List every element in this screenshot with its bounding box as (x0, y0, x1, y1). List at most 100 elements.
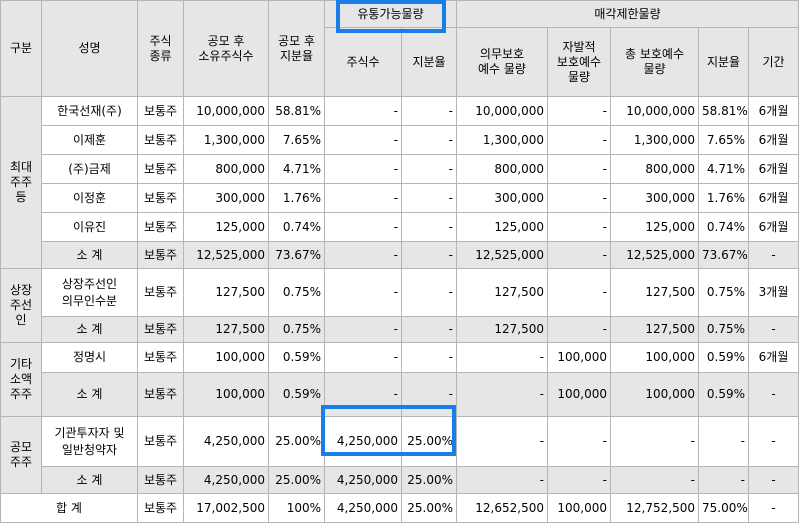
cell-name: (주)금제 (41, 154, 138, 184)
cell-ratio-post: 1.76% (268, 183, 325, 213)
cell-mandatory: 300,000 (456, 183, 548, 213)
cell-ratio-post: 0.59% (268, 342, 325, 373)
cell-voluntary: - (547, 154, 611, 184)
group-label: 기타 소액 주주 (0, 342, 42, 417)
cell-total-protect: 12,525,000 (610, 241, 699, 269)
header-tradable-shares: 주식수 (324, 27, 402, 97)
cell-ratio-post: 58.81% (268, 96, 325, 126)
cell-period: 3개월 (747, 268, 799, 317)
cell-tradable-shares: - (324, 241, 402, 269)
cell-shares-post: 4,250,000 (183, 416, 269, 467)
cell-total-protect: 10,000,000 (610, 96, 699, 126)
table-row: 기타 소액 주주 정명시 보통주 100,000 0.59% - - -100,000 100,… (0, 342, 799, 417)
cell-stock-type: 보통주 (137, 416, 184, 467)
header-tradable-group: 유통가능물량 (324, 0, 457, 28)
cell-tradable-shares: - (324, 342, 402, 373)
cell-shares-post: 800,000 (183, 154, 269, 184)
cell-ratio-post: 7.65% (268, 125, 325, 155)
header-mandatory: 의무보호 예수 물량 (456, 27, 548, 97)
public-offering-highlight (321, 405, 456, 456)
cell-tradable-shares: - (324, 372, 402, 417)
subtotal-row: 소 계 보통주 100,000 0.59% - - -100,000 100,000 0.59%… (1, 372, 799, 417)
cell-restricted-ratio: 73.67% (698, 241, 749, 269)
group-label: 최대 주주 등 (0, 96, 42, 269)
cell-name: 이제훈 (41, 125, 138, 155)
cell-tradable-ratio: - (401, 342, 457, 373)
total-row: 합 계 보통주 17,002,500 100% 4,250,000 25.00% 12,65… (0, 493, 799, 523)
cell-tradable-ratio: 25.00% (401, 493, 457, 523)
cell-shares-post: 1,300,000 (183, 125, 269, 155)
header-restricted-ratio: 지분율 (698, 27, 749, 97)
cell-restricted-ratio: 0.74% (698, 212, 749, 242)
cell-restricted-ratio: 7.65% (698, 125, 749, 155)
cell-total-protect: 12,752,500 (610, 493, 699, 523)
cell-voluntary: - (547, 268, 611, 317)
cell-mandatory: 127,500 (456, 316, 548, 343)
cell-restricted-ratio: 58.81% (698, 96, 749, 126)
cell-name: 소 계 (41, 241, 138, 269)
cell-ratio-post: 0.75% (268, 268, 325, 317)
cell-tradable-ratio: 25.00% (401, 466, 457, 494)
header-shares-post: 공모 후 소유주식수 (183, 0, 269, 97)
table-row: 이유진 보통주 125,000 0.74% - -125,000-125,000 0.74%… (1, 212, 799, 242)
cell-shares-post: 100,000 (183, 372, 269, 417)
cell-name: 이유진 (41, 212, 138, 242)
cell-tradable-shares: - (324, 125, 402, 155)
cell-stock-type: 보통주 (137, 268, 184, 317)
cell-stock-type: 보통주 (137, 96, 184, 126)
cell-shares-post: 17,002,500 (183, 493, 269, 523)
cell-period: - (747, 372, 799, 417)
cell-restricted-ratio: 0.75% (698, 316, 749, 343)
cell-shares-post: 100,000 (183, 342, 269, 373)
cell-voluntary: - (547, 241, 611, 269)
cell-tradable-ratio: - (401, 212, 457, 242)
cell-tradable-shares: 4,250,000 (324, 466, 402, 494)
subtotal-row: 소 계 보통주 127,500 0.75% - -127,500-127,500 0.75%… (1, 316, 799, 343)
cell-period: - (747, 416, 799, 467)
cell-tradable-ratio: - (401, 96, 457, 126)
cell-restricted-ratio: 0.59% (698, 342, 749, 373)
cell-shares-post: 127,500 (183, 316, 269, 343)
header-restricted-group: 매각제한물량 (455, 0, 799, 28)
cell-mandatory: - (456, 372, 548, 417)
cell-tradable-ratio: - (401, 268, 457, 317)
cell-name: 소 계 (41, 466, 138, 494)
cell-voluntary: 100,000 (547, 493, 611, 523)
cell-stock-type: 보통주 (137, 212, 184, 242)
cell-name: 소 계 (41, 372, 138, 417)
cell-total-protect: 125,000 (610, 212, 699, 242)
cell-mandatory: - (456, 342, 548, 373)
cell-tradable-ratio: - (401, 241, 457, 269)
cell-period: - (747, 241, 799, 269)
table-row: (주)금제 보통주 800,000 4.71% - -800,000-800,000 4.7… (1, 154, 799, 184)
cell-restricted-ratio: 0.75% (698, 268, 749, 317)
cell-voluntary: 100,000 (547, 342, 611, 373)
cell-shares-post: 10,000,000 (183, 96, 269, 126)
cell-shares-post: 4,250,000 (183, 466, 269, 494)
cell-tradable-shares: 4,250,000 (324, 493, 402, 523)
tradable-header-highlight (336, 0, 446, 33)
header-tradable-ratio: 지분율 (401, 27, 457, 97)
cell-ratio-post: 25.00% (268, 466, 325, 494)
cell-tradable-shares: - (324, 268, 402, 317)
header-gubun: 구분 (0, 0, 42, 97)
cell-total-protect: 1,300,000 (610, 125, 699, 155)
cell-period: 6개월 (747, 96, 799, 126)
cell-period: - (747, 316, 799, 343)
header-name: 성명 (41, 0, 138, 97)
cell-restricted-ratio: 75.00% (698, 493, 749, 523)
cell-tradable-shares: 4,250,000 (324, 416, 402, 467)
cell-tradable-shares: - (324, 316, 402, 343)
cell-mandatory: 125,000 (456, 212, 548, 242)
cell-name: 소 계 (41, 316, 138, 343)
cell-period: - (747, 493, 799, 523)
cell-name: 상장주선인 의무인수분 (41, 268, 138, 317)
cell-period: 6개월 (747, 183, 799, 213)
cell-tradable-shares: - (324, 154, 402, 184)
cell-ratio-post: 0.59% (268, 372, 325, 417)
header-period: 기간 (747, 27, 799, 97)
cell-voluntary: 100,000 (547, 372, 611, 417)
subtotal-row: 소 계 보통주 4,250,000 25.00% 4,250,000 25.00% - - - -… (1, 466, 799, 494)
cell-mandatory: 12,525,000 (456, 241, 548, 269)
cell-voluntary: - (547, 212, 611, 242)
